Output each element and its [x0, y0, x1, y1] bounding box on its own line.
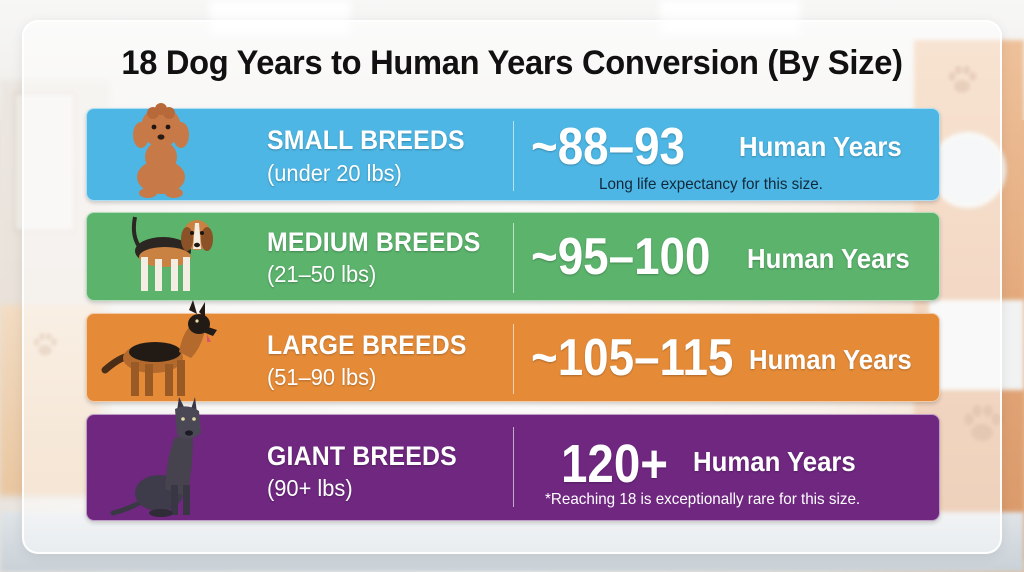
row-small-breeds: SMALL BREEDS (under 20 lbs) ~88–93 Human…: [86, 103, 940, 201]
breed-name: GIANT BREEDS: [267, 441, 457, 471]
page-title: 18 Dog Years to Human Years Conversion (…: [121, 44, 903, 82]
human-years-range: ~105–115: [531, 329, 734, 387]
row-divider: [513, 427, 514, 507]
row-divider: [513, 223, 514, 293]
poodle-icon: [121, 99, 201, 199]
row-large-breeds: LARGE BREEDS (51–90 lbs) ~105–115 Human …: [86, 300, 940, 402]
breed-weight-range: (51–90 lbs): [267, 364, 377, 390]
breed-name: LARGE BREEDS: [267, 330, 467, 360]
life-expectancy-note: Long life expectancy for this size.: [599, 176, 823, 193]
beagle-icon: [125, 207, 221, 299]
human-years-range: ~88–93: [531, 118, 685, 176]
rarity-note: *Reaching 18 is exceptionally rare for t…: [545, 491, 861, 508]
row-medium-breeds: MEDIUM BREEDS (21–50 lbs) ~95–100 Human …: [86, 212, 940, 301]
human-years-unit: Human Years: [749, 344, 912, 375]
german-shepherd-icon: [101, 300, 217, 400]
great-dane-icon: [109, 397, 219, 519]
breed-weight-range: (90+ lbs): [267, 475, 353, 501]
human-years-unit: Human Years: [739, 131, 902, 162]
human-years-unit: Human Years: [747, 243, 910, 274]
row-divider: [513, 324, 514, 394]
breed-name: SMALL BREEDS: [267, 125, 465, 155]
human-years-range: ~95–100: [531, 228, 711, 286]
breed-weight-range: (under 20 lbs): [267, 160, 402, 186]
row-giant-breeds: GIANT BREEDS (90+ lbs) 120+ Human Years …: [86, 397, 940, 521]
row-divider: [513, 121, 514, 191]
human-years-unit: Human Years: [693, 446, 856, 477]
breed-name: MEDIUM BREEDS: [267, 227, 481, 257]
breed-weight-range: (21–50 lbs): [267, 261, 377, 287]
human-years-range: 120+: [561, 434, 669, 494]
